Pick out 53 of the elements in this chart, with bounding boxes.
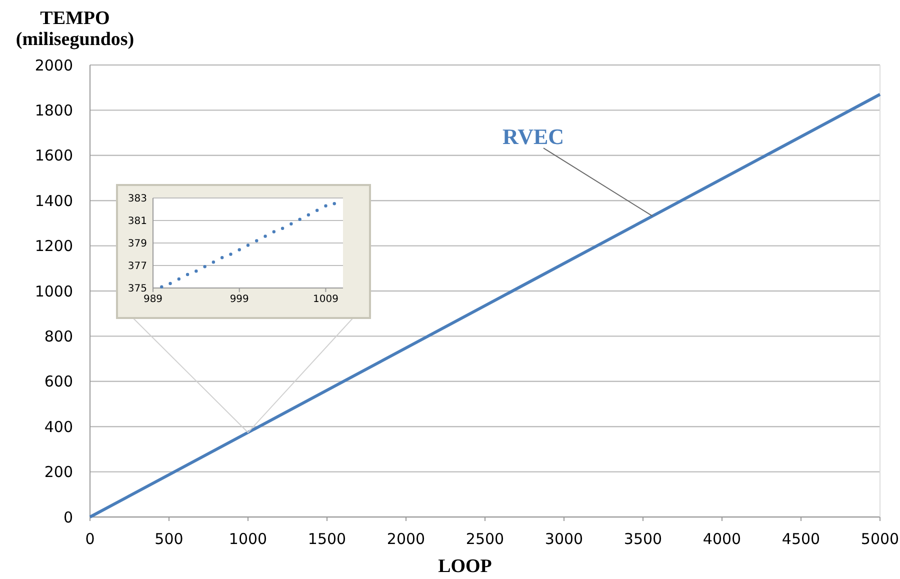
y-tick-label: 375 — [128, 284, 147, 294]
point — [194, 270, 198, 273]
point — [298, 218, 302, 221]
point — [324, 204, 328, 208]
point — [168, 282, 172, 286]
x-tick-label: 2000 — [386, 530, 426, 548]
y-axis-title: TEMPO (milisegundos) — [16, 8, 134, 50]
x-tick-label: 500 — [154, 530, 184, 548]
y-tick-label: 377 — [128, 261, 147, 272]
point — [238, 248, 241, 252]
point — [255, 239, 258, 242]
x-tick-label: 3000 — [544, 530, 584, 548]
y-tick-label: 383 — [128, 194, 147, 204]
y-tick-label: 200 — [44, 463, 73, 482]
point — [186, 272, 190, 276]
point — [212, 260, 216, 264]
point — [290, 222, 293, 226]
y-tick-label: 1600 — [34, 146, 73, 165]
y-tick-label: 800 — [44, 327, 73, 346]
point — [264, 234, 267, 238]
y-tick-label: 400 — [44, 418, 73, 436]
point — [220, 256, 224, 260]
point — [280, 226, 284, 230]
point — [203, 265, 206, 268]
y-tick-label: 2000 — [34, 56, 73, 74]
x-tick-label: 1009 — [313, 294, 338, 305]
x-axis-title: LOOP — [438, 556, 492, 577]
text: RVEC — [502, 124, 564, 150]
x-tick-label: 1500 — [308, 530, 346, 548]
point — [246, 244, 250, 247]
y-tick-label: 1800 — [34, 101, 73, 120]
point — [229, 252, 232, 256]
x-tick-label: 5000 — [860, 530, 900, 548]
x-tick-label: 3500 — [624, 530, 662, 548]
point — [306, 213, 310, 216]
x-tick-label: 4500 — [782, 530, 820, 548]
point — [315, 208, 319, 212]
x-tick-label: 999 — [230, 294, 249, 305]
x-tick-label: 989 — [143, 294, 163, 305]
y-tick-label: 381 — [128, 216, 147, 227]
x-tick-label: 1000 — [228, 530, 268, 548]
x-tick-label: 0 — [85, 530, 95, 548]
y-tick-label: 379 — [128, 238, 147, 250]
y-tick-label: 600 — [44, 372, 73, 391]
x-tick-label: 2500 — [466, 530, 504, 548]
y-tick-label: 0 — [63, 508, 73, 526]
y-tick-label: 1200 — [34, 237, 73, 256]
point — [332, 202, 336, 206]
x-tick-label: 4000 — [702, 530, 742, 548]
point — [272, 230, 276, 234]
point — [160, 285, 164, 288]
y-tick-label: 1400 — [34, 192, 73, 210]
point — [177, 277, 181, 281]
